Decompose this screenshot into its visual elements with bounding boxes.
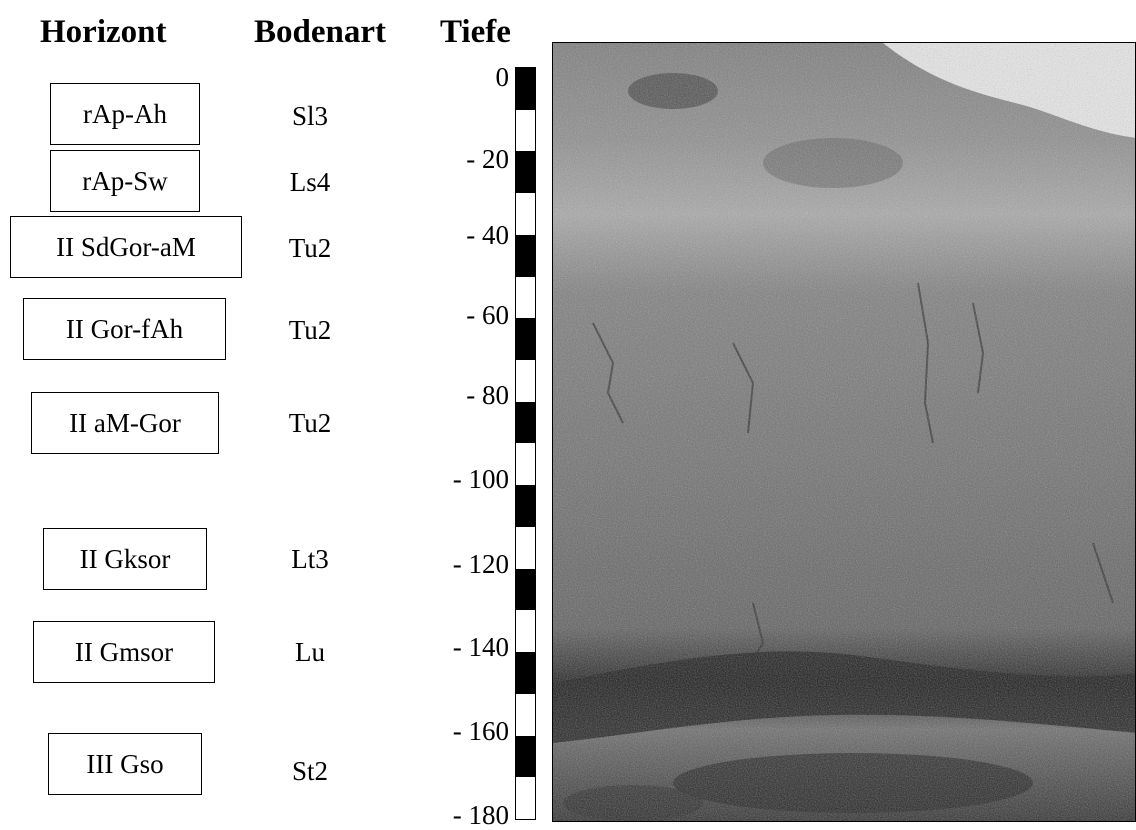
scale-segment	[516, 735, 535, 778]
horizon-box: II Gksor	[43, 528, 207, 590]
horizon-box: II Gmsor	[33, 621, 215, 683]
scale-segment	[516, 109, 535, 152]
header-horizon: Horizont	[40, 14, 167, 50]
soil-type-label: Ls4	[289, 167, 331, 197]
header-depth: Tiefe	[440, 14, 511, 50]
depth-tick-label: - 140	[452, 632, 509, 662]
horizon-label: rAp-Ah	[83, 98, 167, 129]
depth-tick-label: - 120	[452, 549, 509, 579]
horizon-box: rAp-Sw	[50, 150, 200, 212]
horizon-label: III Gso	[86, 748, 164, 779]
scale-segment	[516, 610, 535, 653]
soil-type-label: Tu2	[288, 233, 332, 263]
scale-segment	[516, 443, 535, 486]
scale-segment	[516, 401, 535, 444]
scale-segment	[516, 777, 535, 819]
horizon-box: II SdGor-aM	[10, 216, 242, 278]
soil-type-label: St2	[291, 756, 329, 786]
scale-segment	[516, 234, 535, 277]
scale-segment	[516, 193, 535, 235]
depth-tick-label: - 80	[466, 380, 509, 410]
depth-tick-label: - 160	[452, 716, 509, 746]
horizon-box: rAp-Ah	[50, 83, 200, 145]
depth-tick-label: 0	[495, 62, 510, 92]
horizon-label: II SdGor-aM	[56, 231, 196, 262]
horizon-label: II Gmsor	[74, 636, 174, 667]
scale-segment	[516, 693, 535, 736]
horizon-box: II Gor-fAh	[23, 298, 226, 360]
scale-segment	[516, 652, 535, 694]
depth-tick-label: - 20	[466, 144, 509, 174]
depth-tick-label: - 180	[452, 800, 509, 830]
header-soil-type: Bodenart	[254, 14, 386, 50]
scale-segment	[516, 568, 535, 611]
soil-type-label: Tu2	[288, 315, 332, 345]
soil-type-label: Lt3	[291, 544, 329, 574]
depth-tick-label: - 60	[466, 300, 509, 330]
horizon-label: rAp-Sw	[82, 165, 168, 196]
soil-type-label: Tu2	[288, 408, 332, 438]
soil-type-label: Lu	[295, 637, 325, 667]
horizon-box: III Gso	[48, 733, 202, 795]
soil-type-label: Sl3	[291, 101, 329, 131]
scale-segment	[516, 360, 535, 402]
scale-segment	[516, 318, 535, 361]
depth-tick-label: - 40	[466, 220, 509, 250]
depth-scale-bar	[515, 67, 536, 820]
horizon-label: II Gor-fAh	[65, 313, 184, 344]
horizon-label: II Gksor	[79, 543, 171, 574]
depth-tick-label: - 100	[452, 464, 509, 494]
soil-profile-photo	[552, 42, 1136, 822]
scale-segment	[516, 276, 535, 319]
scale-segment	[516, 485, 535, 527]
scale-segment	[516, 68, 535, 110]
scale-segment	[516, 151, 535, 194]
horizon-label: II aM-Gor	[69, 407, 181, 438]
scale-segment	[516, 526, 535, 569]
horizon-box: II aM-Gor	[31, 392, 219, 454]
